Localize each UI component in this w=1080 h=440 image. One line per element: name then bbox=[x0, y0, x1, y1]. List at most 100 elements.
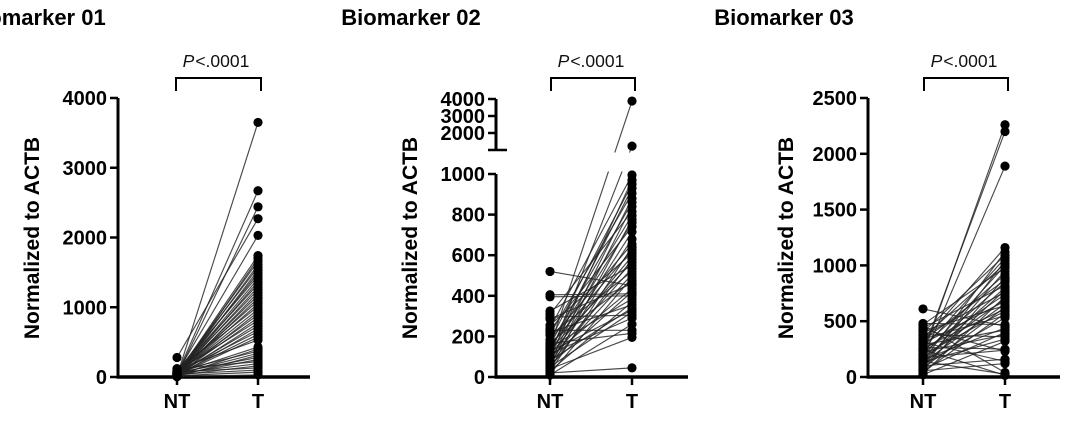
y-tick-label: 2500 bbox=[813, 88, 858, 110]
y-tick-label: 0 bbox=[96, 367, 107, 389]
pair-line bbox=[549, 174, 633, 329]
pair-line bbox=[176, 371, 259, 377]
pair-line bbox=[549, 298, 633, 349]
pair-line bbox=[922, 349, 1006, 359]
pair-line bbox=[176, 358, 259, 376]
pair-line bbox=[549, 243, 633, 340]
y-tick-label: 3000 bbox=[63, 158, 108, 180]
data-point-t bbox=[253, 335, 263, 345]
pair-line bbox=[176, 361, 259, 370]
chart-canvas: 0 1000 2000 3000 4000 NT T bbox=[63, 88, 310, 413]
data-point-t bbox=[253, 370, 263, 380]
data-point-t bbox=[253, 202, 263, 212]
data-point-nt bbox=[172, 352, 182, 363]
p-rest: <.0001 bbox=[195, 51, 250, 71]
pair-line bbox=[176, 218, 259, 358]
data-point-nt bbox=[545, 338, 555, 349]
pair-line bbox=[549, 100, 633, 347]
y-tick-label: 600 bbox=[452, 245, 485, 267]
data-point-t bbox=[627, 141, 637, 151]
pair-line bbox=[922, 263, 1006, 339]
category-label: T bbox=[252, 391, 264, 413]
pair-line bbox=[922, 346, 1006, 350]
pair-line bbox=[549, 323, 633, 376]
chart-canvas: 0 500 1000 1500 2000 2500 NT T bbox=[813, 88, 1060, 413]
data-point-t bbox=[1000, 346, 1010, 356]
data-point-nt bbox=[545, 312, 555, 322]
y-tick-label: 2000 bbox=[813, 144, 858, 166]
pair-line bbox=[549, 293, 633, 296]
p-value-label: P<.0001 bbox=[511, 51, 671, 72]
data-point-t bbox=[253, 117, 263, 128]
pair-line bbox=[922, 349, 1006, 376]
pair-line bbox=[549, 283, 633, 320]
category-label: NT bbox=[537, 391, 564, 413]
data-point-t bbox=[1000, 313, 1010, 323]
pair-line bbox=[176, 306, 259, 371]
pair-line bbox=[549, 332, 633, 345]
axis-break-band bbox=[504, 152, 688, 172]
data-point-t bbox=[1000, 120, 1010, 130]
pair-line bbox=[176, 367, 259, 373]
pair-line bbox=[549, 304, 633, 333]
pair-line bbox=[176, 339, 259, 370]
pair-line bbox=[176, 206, 259, 376]
data-point-nt bbox=[545, 292, 555, 302]
data-point-t bbox=[1000, 370, 1010, 380]
pair-line bbox=[922, 300, 1006, 345]
pair-line bbox=[922, 338, 1006, 363]
panel-biomarker-03: Biomarker 03 P<.0001 Normalized to ACTB … bbox=[714, 0, 1080, 440]
data-point-t bbox=[1000, 336, 1010, 346]
data-point-nt bbox=[545, 349, 555, 359]
pair-line bbox=[176, 190, 259, 375]
y-tick-label: 0 bbox=[474, 367, 485, 389]
data-point-t bbox=[1000, 359, 1010, 369]
pair-line bbox=[922, 329, 1006, 346]
category-label: T bbox=[626, 391, 638, 413]
pair-line bbox=[176, 346, 259, 374]
pair-line bbox=[176, 294, 259, 375]
data-point-nt bbox=[545, 368, 555, 378]
p-italic: P bbox=[930, 51, 943, 71]
pair-line bbox=[922, 165, 1006, 360]
pair-line bbox=[922, 328, 1006, 352]
pair-line bbox=[922, 317, 1006, 366]
pair-line bbox=[549, 270, 633, 336]
data-point-nt bbox=[172, 371, 182, 382]
pair-line bbox=[549, 202, 633, 345]
p-rest: <.0001 bbox=[570, 51, 625, 71]
data-point-t bbox=[1000, 126, 1010, 137]
panel-biomarker-01: Biomarker 01 P<.0001 Normalized to ACTB … bbox=[0, 0, 360, 440]
pair-line bbox=[176, 320, 259, 372]
y-tick-label: 1000 bbox=[63, 297, 108, 319]
category-label: NT bbox=[164, 391, 191, 413]
pair-line bbox=[922, 308, 1006, 349]
pair-line bbox=[922, 341, 1006, 362]
p-italic: P bbox=[182, 51, 195, 71]
pair-line bbox=[549, 317, 633, 355]
pair-line bbox=[176, 283, 259, 373]
pair-line bbox=[549, 336, 633, 370]
y-tick-label: 0 bbox=[846, 367, 857, 389]
y-tick-label: 2000 bbox=[441, 123, 486, 145]
significance-bracket bbox=[175, 77, 262, 91]
pair-line bbox=[922, 325, 1006, 374]
pair-line bbox=[922, 334, 1006, 338]
pair-line bbox=[549, 264, 633, 312]
y-tick-label: 1000 bbox=[441, 164, 486, 186]
data-point-t bbox=[627, 332, 637, 343]
pair-line bbox=[922, 284, 1006, 329]
data-point-nt bbox=[545, 266, 555, 277]
pair-line bbox=[549, 311, 633, 368]
category-label: T bbox=[999, 391, 1011, 413]
pair-line bbox=[549, 367, 633, 374]
y-tick-label: 200 bbox=[452, 326, 485, 348]
pair-line bbox=[176, 331, 259, 373]
data-point-nt bbox=[918, 356, 928, 366]
pair-line bbox=[922, 267, 1006, 326]
pair-line bbox=[549, 192, 633, 335]
data-point-t bbox=[627, 363, 637, 373]
chart-title: Biomarker 03 bbox=[714, 5, 854, 30]
y-tick-label: 1500 bbox=[813, 200, 858, 222]
